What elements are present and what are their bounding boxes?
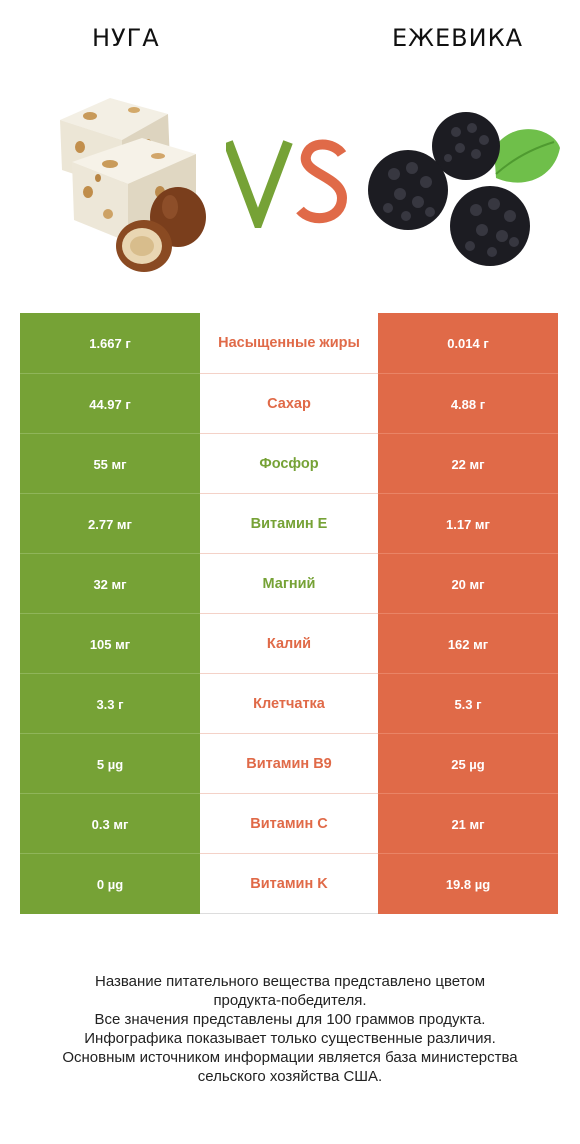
right-value: 5.3 г	[378, 673, 558, 734]
nougat-icon	[60, 98, 206, 272]
footnote-line: Название питательного вещества представл…	[94, 973, 486, 990]
right-value: 1.17 мг	[378, 493, 558, 554]
left-value: 5 µg	[20, 733, 200, 794]
right-value: 25 µg	[378, 733, 558, 794]
right-value: 19.8 µg	[378, 853, 558, 914]
right-value: 21 мг	[378, 793, 558, 854]
left-value: 1.667 г	[20, 313, 200, 373]
right-value: 162 мг	[378, 613, 558, 674]
left-value: 32 мг	[20, 553, 200, 614]
table-row: 5 µg Витамин B9 25 µg	[20, 733, 558, 794]
nutrient-name: Витамин C	[200, 793, 378, 853]
right-product-title: ЕЖЕВИКА	[392, 24, 524, 52]
footnote: Название питательного вещества представл…	[20, 972, 560, 1086]
footnote-line: Инфографика показывает только существенн…	[84, 1030, 496, 1047]
nutrient-name: Калий	[200, 613, 378, 673]
nutrient-name: Витамин B9	[200, 733, 378, 793]
table-row: 32 мг Магний 20 мг	[20, 553, 558, 614]
footnote-line: сельского хозяйства США.	[197, 1068, 383, 1085]
comparison-table: 1.667 г Насыщенные жиры 0.014 г 44.97 г Саха…	[20, 313, 558, 914]
nutrient-name: Клетчатка	[200, 673, 378, 733]
table-row: 105 мг Калий 162 мг	[20, 613, 558, 674]
left-value: 3.3 г	[20, 673, 200, 734]
right-value: 0.014 г	[378, 313, 558, 373]
nutrient-name: Витамин E	[200, 493, 378, 553]
right-value: 20 мг	[378, 553, 558, 614]
nutrient-name: Насыщенные жиры	[200, 313, 378, 373]
right-value: 22 мг	[378, 433, 558, 494]
nutrient-name: Фосфор	[200, 433, 378, 493]
blackberry-icon	[368, 112, 560, 266]
left-value: 55 мг	[20, 433, 200, 494]
left-value: 0 µg	[20, 853, 200, 914]
left-value: 44.97 г	[20, 373, 200, 434]
nutrient-name: Витамин K	[200, 853, 378, 913]
left-value: 2.77 мг	[20, 493, 200, 554]
nutrient-name: Магний	[200, 553, 378, 613]
nutrient-name: Сахар	[200, 373, 378, 433]
table-row: 0 µg Витамин K 19.8 µg	[20, 853, 558, 914]
left-value: 0.3 мг	[20, 793, 200, 854]
footnote-line: Все значения представлены для 100 граммо…	[94, 1011, 486, 1028]
right-value: 4.88 г	[378, 373, 558, 434]
table-row: 3.3 г Клетчатка 5.3 г	[20, 673, 558, 734]
left-value: 105 мг	[20, 613, 200, 674]
footnote-line: продукта-победителя.	[213, 992, 367, 1009]
left-product-title: НУГА	[92, 24, 160, 52]
table-row: 44.97 г Сахар 4.88 г	[20, 373, 558, 434]
table-row: 0.3 мг Витамин C 21 мг	[20, 793, 558, 854]
vs-icon	[226, 139, 348, 228]
footnote-line: Основным источником информации является …	[62, 1049, 518, 1066]
table-row: 55 мг Фосфор 22 мг	[20, 433, 558, 494]
table-row: 2.77 мг Витамин E 1.17 мг	[20, 493, 558, 554]
table-row: 1.667 г Насыщенные жиры 0.014 г	[20, 313, 558, 373]
